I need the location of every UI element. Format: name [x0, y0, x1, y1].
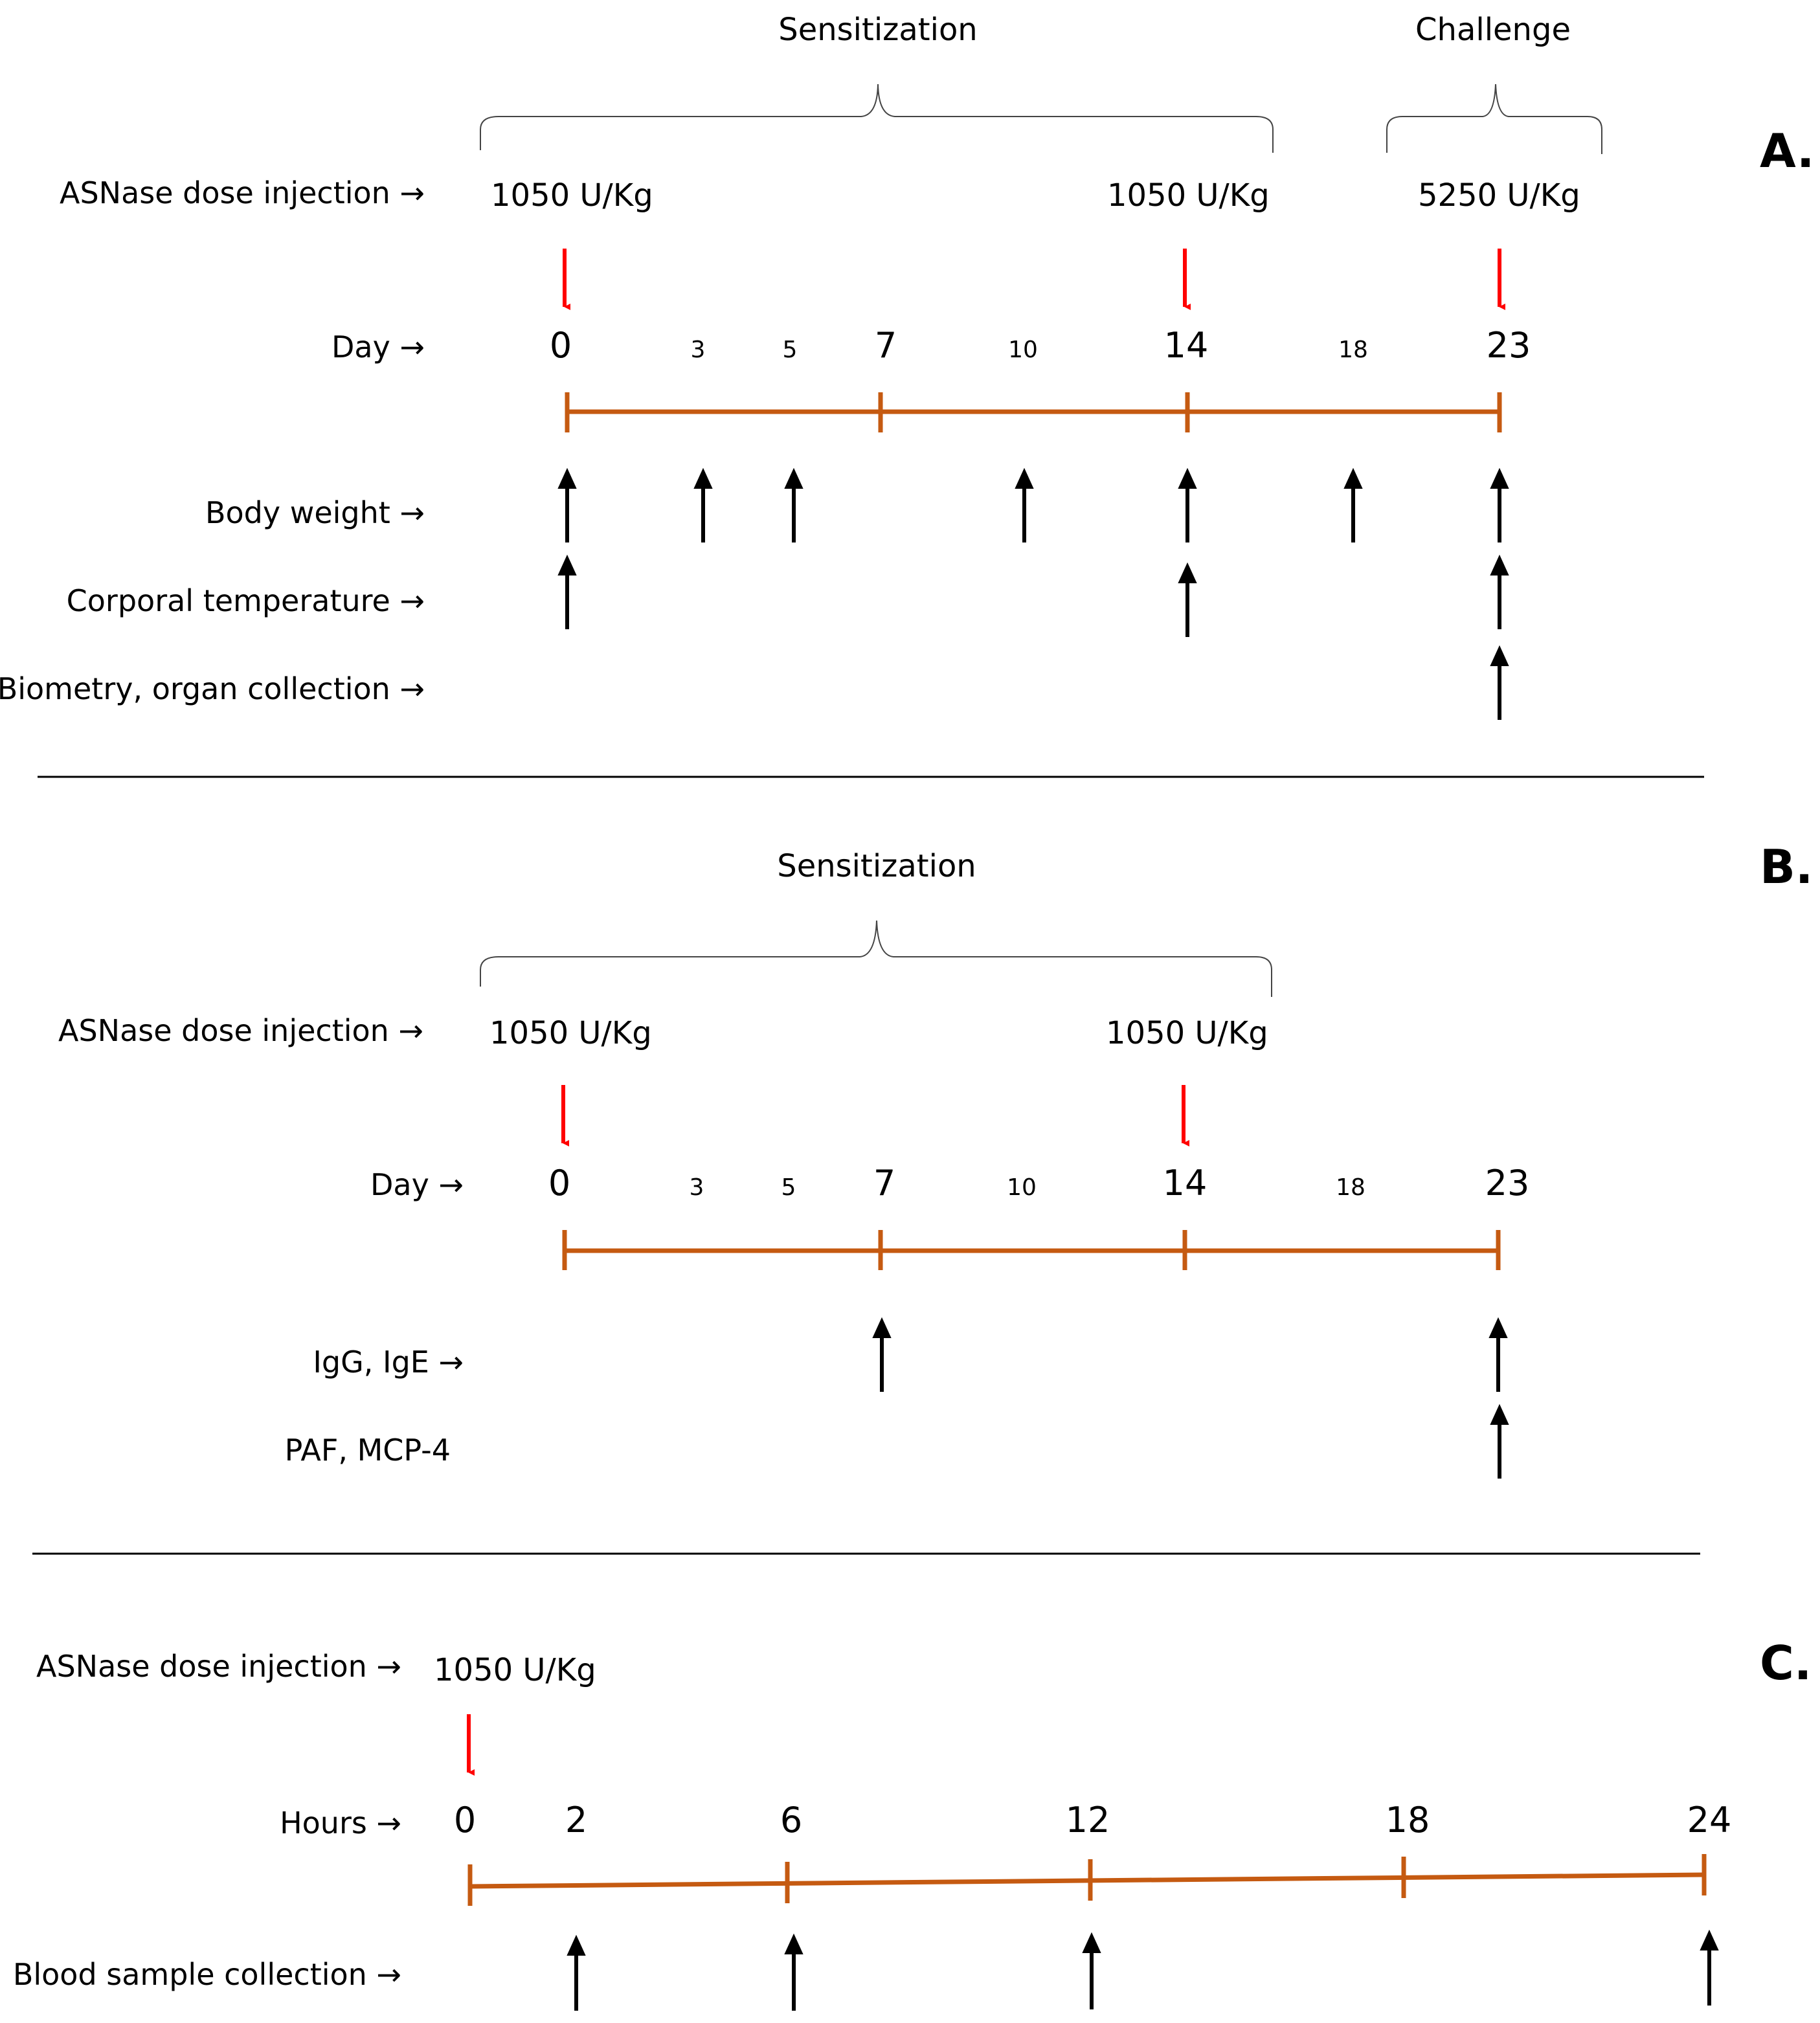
panel-b-paf-mcp4-arrow-day23: [1490, 1403, 1509, 1479]
panel-c-blood-sample-arrows: [567, 1929, 1719, 2011]
panel-a: A. Sensitization Challenge ASNase dose i…: [0, 12, 1814, 720]
panel-b-dose-day14: 1050 U/Kg: [1106, 1015, 1268, 1051]
panel-a-body-weight-arrow-day18: [1343, 467, 1363, 542]
panel-b-igg-ige-arrow-day23: [1489, 1317, 1508, 1392]
panel-b-label: B.: [1760, 840, 1813, 894]
panel-c-measure-label-blood-sample: Blood sample collection →: [13, 1957, 401, 1992]
panel-c-timeline-axis: [469, 1872, 1705, 1889]
panel-a-biometry-arrow-day23: [1490, 645, 1509, 720]
panel-a-label: A.: [1760, 124, 1814, 178]
panel-c-blood-sample-arrow-hour24: [1700, 1929, 1719, 2006]
panel-b-tick-label-5: 5: [781, 1174, 796, 1201]
panel-b-measure-label-igg-ige: IgG, IgE →: [313, 1345, 464, 1380]
panel-b-tick-label-7: 7: [873, 1163, 895, 1203]
panel-a-temperature-arrow-day0: [557, 554, 577, 629]
panel-b-measure-label-paf-mcp4: PAF, MCP-4: [285, 1433, 451, 1468]
panel-a-tick-label-7: 7: [875, 325, 897, 366]
panel-a-body-weight-arrow-day5: [784, 467, 803, 542]
panel-a-tick-label-10: 10: [1008, 337, 1038, 363]
panel-a-challenge-label: Challenge: [1415, 12, 1571, 48]
panel-a-tick-label-18: 18: [1338, 337, 1368, 363]
panel-a-tick-label-5: 5: [783, 337, 798, 363]
panel-b-igg-ige-arrow-day7: [872, 1317, 892, 1392]
panel-b-sensitization-label: Sensitization: [777, 848, 976, 884]
panel-b: B. Sensitization ASNase dose injection →…: [58, 840, 1813, 1479]
panel-a-biometry-arrows: [1490, 645, 1509, 720]
panel-b-tick-label-23: 23: [1485, 1163, 1530, 1203]
panel-a-body-weight-arrow-day23: [1490, 467, 1509, 542]
panel-b-tick-label-14: 14: [1163, 1163, 1208, 1203]
panel-a-tick-label-3: 3: [691, 337, 706, 363]
panel-c: C. ASNase dose injection → 1050 U/Kg Hou…: [13, 1636, 1812, 2011]
panel-c-tick-label-0: 0: [454, 1800, 476, 1840]
panel-a-tick-label-0: 0: [550, 325, 572, 366]
panel-a-dose-day14: 1050 U/Kg: [1107, 177, 1270, 214]
panel-a-measure-label-biometry: Biometry, organ collection →: [0, 671, 425, 706]
panel-a-measure-label-body-weight: Body weight →: [205, 495, 425, 530]
panel-a-body-weight-arrow-day0: [557, 467, 577, 542]
panel-c-tick-label-18: 18: [1386, 1800, 1430, 1840]
panel-b-axis-label: Day →: [370, 1167, 464, 1202]
panel-a-challenge-brace: [1386, 84, 1602, 154]
panel-b-dose-row-label: ASNase dose injection →: [58, 1013, 423, 1048]
panel-a-body-weight-arrow-day3: [693, 467, 713, 542]
panel-a-temperature-arrows: [557, 554, 1509, 637]
panel-b-tick-label-0: 0: [548, 1163, 570, 1203]
panel-a-temperature-arrow-day23: [1490, 554, 1509, 629]
panel-a-tick-label-23: 23: [1487, 325, 1531, 366]
panel-a-body-weight-arrow-day14: [1178, 467, 1197, 542]
panel-a-dose-day23: 5250 U/Kg: [1418, 177, 1580, 214]
panel-a-dose-row-label: ASNase dose injection →: [60, 175, 425, 210]
panel-a-measure-label-corporal-temperature: Corporal temperature →: [67, 583, 425, 618]
panel-c-tick-label-24: 24: [1687, 1800, 1732, 1840]
panel-b-dose-day0: 1050 U/Kg: [489, 1015, 652, 1051]
panel-a-axis-label: Day →: [331, 330, 425, 364]
panel-c-label: C.: [1760, 1636, 1812, 1690]
panel-b-sensitization-brace: [480, 920, 1272, 997]
panel-c-dose-hour0: 1050 U/Kg: [434, 1652, 596, 1688]
panel-c-blood-sample-arrow-hour2: [567, 1934, 586, 2011]
panel-b-tick-label-18: 18: [1336, 1174, 1365, 1201]
panel-b-paf-mcp4-arrows: [1490, 1403, 1509, 1479]
panel-c-dose-row-label: ASNase dose injection →: [36, 1649, 401, 1684]
panel-b-tick-label-3: 3: [690, 1174, 704, 1201]
panel-b-igg-ige-arrows: [872, 1317, 1508, 1392]
panel-c-axis-label: Hours →: [280, 1805, 401, 1840]
panel-c-tick-label-6: 6: [780, 1800, 802, 1840]
panel-a-dose-day0: 1050 U/Kg: [491, 177, 653, 214]
panel-b-tick-label-10: 10: [1007, 1174, 1037, 1201]
panel-c-tick-label-2: 2: [565, 1800, 587, 1840]
panel-a-sensitization-brace: [480, 84, 1274, 153]
panel-a-sensitization-label: Sensitization: [778, 12, 977, 48]
panel-a-tick-label-14: 14: [1164, 325, 1209, 366]
panel-c-blood-sample-arrow-hour12: [1082, 1932, 1101, 2009]
panel-a-temperature-arrow-day14: [1178, 562, 1197, 637]
panel-c-blood-sample-arrow-hour6: [784, 1933, 803, 2011]
panel-c-tick-label-12: 12: [1066, 1800, 1110, 1840]
panel-a-body-weight-arrows: [557, 467, 1509, 542]
panel-a-body-weight-arrow-day10: [1015, 467, 1034, 542]
